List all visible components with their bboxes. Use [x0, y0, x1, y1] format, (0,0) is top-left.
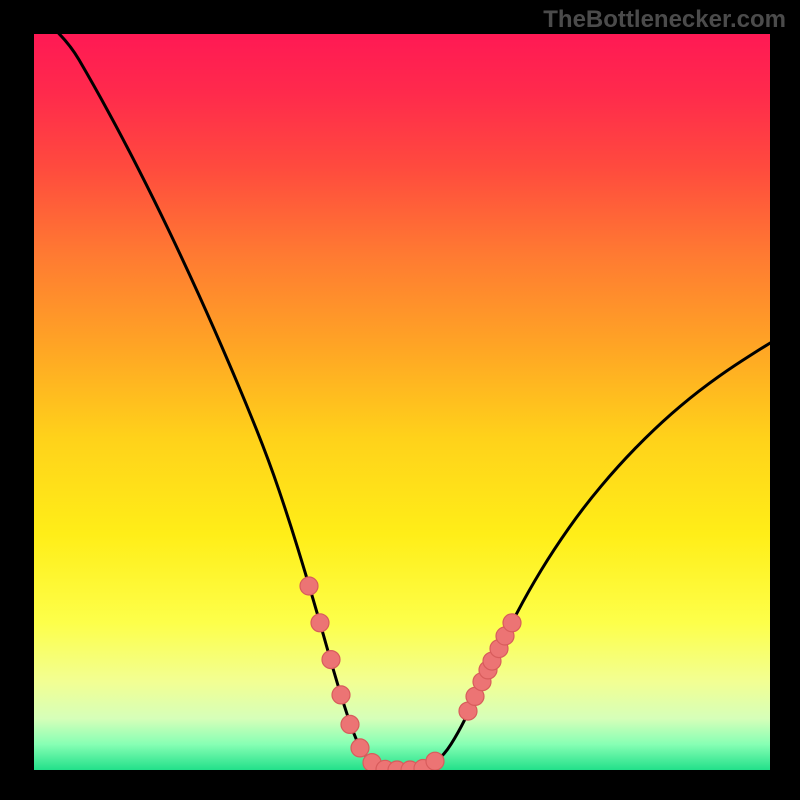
data-point-marker [351, 739, 369, 757]
watermark-text: TheBottlenecker.com [543, 6, 786, 34]
data-point-marker [311, 614, 329, 632]
data-point-marker [426, 752, 444, 770]
data-point-marker [322, 651, 340, 669]
bottleneck-curve [34, 12, 770, 770]
chart-svg [0, 0, 800, 800]
data-point-marker [332, 686, 350, 704]
data-point-marker [341, 715, 359, 733]
data-point-marker [503, 614, 521, 632]
data-point-marker [300, 577, 318, 595]
chart-stage: TheBottlenecker.com [0, 0, 800, 800]
